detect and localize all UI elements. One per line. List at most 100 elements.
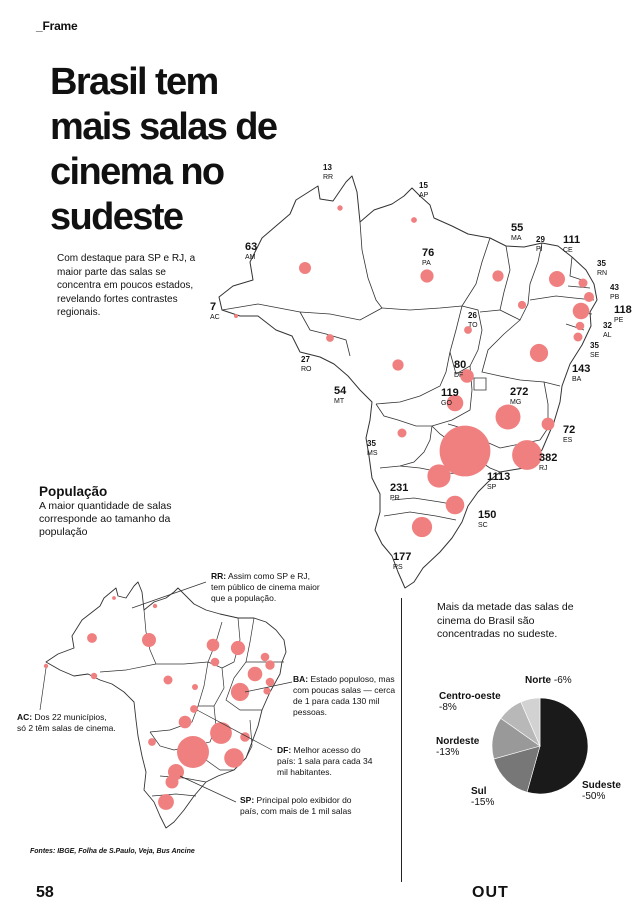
border-ms (375, 403, 433, 469)
note-sp-text: Principal polo exibidor do país, com mai… (240, 795, 352, 816)
note-ac-lead: AC: (17, 712, 33, 722)
cinema-value-mg: 272 (510, 386, 528, 398)
cinema-bubble-mg (495, 404, 521, 430)
population-bubble-mg (210, 722, 232, 744)
cinema-uf-se: SE (590, 352, 600, 359)
pie-label-centro-oeste: Centro-oeste -8% (439, 691, 501, 713)
cinema-uf-pa: PA (422, 260, 431, 267)
border-rn-pb (567, 285, 591, 289)
pop-border-12 (245, 719, 253, 759)
sources-note: Fontes: IBGE, Folha de S.Paulo, Veja, Bu… (30, 848, 195, 855)
cinema-bubble-sc (445, 495, 465, 515)
cinema-bubble-to (464, 326, 472, 334)
cinema-value-am: 63 (245, 241, 257, 253)
pie-label-sudeste: Sudeste -50% (582, 780, 621, 802)
pop-border-16 (151, 793, 197, 797)
cinema-uf-ap: AP (419, 192, 429, 199)
population-bubble-df (190, 705, 198, 713)
cinema-bubble-al (575, 321, 585, 331)
leader-ba (244, 681, 293, 693)
note-ac-text: Dos 22 municípios, só 2 têm salas de cin… (17, 712, 116, 733)
cinema-bubble-pb (584, 292, 594, 302)
pie-label-sudeste-name: Sudeste (582, 780, 621, 791)
cinema-value-pr: 231 (390, 482, 408, 494)
cinema-uf-to: TO (468, 322, 478, 329)
border-pa-mt (381, 305, 463, 311)
border-am-mt (299, 307, 383, 321)
cinema-uf-es: ES (563, 437, 573, 444)
cinema-uf-rj: RJ (539, 465, 548, 472)
section-tag: _Frame (36, 19, 78, 33)
pie-label-norte-name: Norte (525, 675, 552, 686)
population-bubble-pe (247, 666, 263, 682)
cinema-bubble-df (460, 369, 474, 383)
border-ac-am (221, 303, 301, 313)
cinema-uf-ce: CE (563, 247, 573, 254)
headline-line-2: mais salas de (50, 106, 278, 148)
border-pi-ce (499, 242, 543, 321)
note-ba-text: Estado populoso, mas com poucas salas — … (293, 674, 396, 717)
cinema-bubble-pi (517, 300, 527, 310)
cinema-uf-ba: BA (572, 376, 582, 383)
note-sp: SP: Principal polo exibidor do país, com… (240, 795, 360, 817)
pie-label-norte-value: -6% (553, 675, 572, 686)
cinema-uf-rn: RN (597, 270, 607, 277)
cinema-uf-ms: MS (367, 450, 378, 457)
cinema-bubble-se (573, 332, 583, 342)
border-mt-east (375, 305, 463, 405)
note-df: DF: Melhor acesso do país: 1 sala para c… (277, 745, 373, 778)
cinema-value-pa: 76 (422, 247, 434, 259)
cinema-uf-ac: AC (210, 314, 220, 321)
brand-logo: OUT (472, 884, 509, 901)
cinema-uf-rr: RR (323, 174, 333, 181)
border-ce-rn (569, 256, 583, 281)
leader-rr (131, 581, 207, 609)
leader-ac (39, 667, 47, 711)
population-bubble-mt (163, 675, 173, 685)
cinema-value-rj: 382 (539, 452, 557, 464)
cinema-uf-rs: RS (393, 564, 403, 571)
cinema-bubble-pe (572, 302, 590, 320)
leader-sp (179, 775, 237, 803)
cinema-uf-ma: MA (511, 235, 522, 242)
cinema-uf-ro: RO (301, 366, 312, 373)
cinema-value-go: 119 (441, 387, 459, 399)
cinema-value-ba: 143 (572, 363, 590, 375)
pie-slice-sul (493, 745, 541, 793)
border-ba (481, 319, 561, 387)
population-bubble-rs (158, 794, 174, 810)
cinema-bubble-ce (549, 271, 565, 287)
pop-border-10 (225, 677, 262, 711)
population-bubble-to (192, 684, 198, 690)
population-map (39, 581, 293, 829)
cinema-bubble-ac (234, 314, 238, 318)
pop-border-6 (198, 661, 225, 707)
note-df-text: Melhor acesso do país: 1 sala para cada … (277, 745, 373, 777)
cinema-uf-sc: SC (478, 522, 488, 529)
cinema-value-pe: 118 (614, 304, 632, 316)
headline-line-3: cinema no (50, 151, 225, 193)
cinema-value-ms: 35 (367, 439, 376, 448)
population-map-country-outline (45, 581, 287, 829)
population-bubble-am (87, 633, 97, 643)
cinema-value-pi: 29 (536, 235, 545, 244)
cinema-value-mt: 54 (334, 385, 347, 397)
cinema-value-es: 72 (563, 424, 575, 436)
note-ba-lead: BA: (293, 674, 309, 684)
cinema-value-ac: 7 (210, 301, 216, 313)
cinema-bubble-es (541, 417, 555, 431)
cinema-value-sc: 150 (478, 509, 496, 521)
pie-slice-norte (520, 697, 541, 747)
cinema-bubble-ap (411, 217, 417, 223)
cinema-uf-pr: PR (390, 495, 400, 502)
note-sp-lead: SP: (240, 795, 255, 805)
note-rr: RR: Assim como SP e RJ, tem público de c… (211, 571, 321, 604)
cinema-uf-sp: SP (487, 484, 497, 491)
intro-text: Com destaque para SP e RJ, a maior parte… (57, 253, 196, 319)
cinema-uf-am: AM (245, 254, 256, 261)
cinema-value-rs: 177 (393, 551, 411, 563)
border-go-mg (431, 365, 473, 427)
cinema-bubble-go (446, 394, 464, 412)
population-bubble-go (178, 715, 192, 729)
cinema-value-ma: 55 (511, 222, 523, 234)
